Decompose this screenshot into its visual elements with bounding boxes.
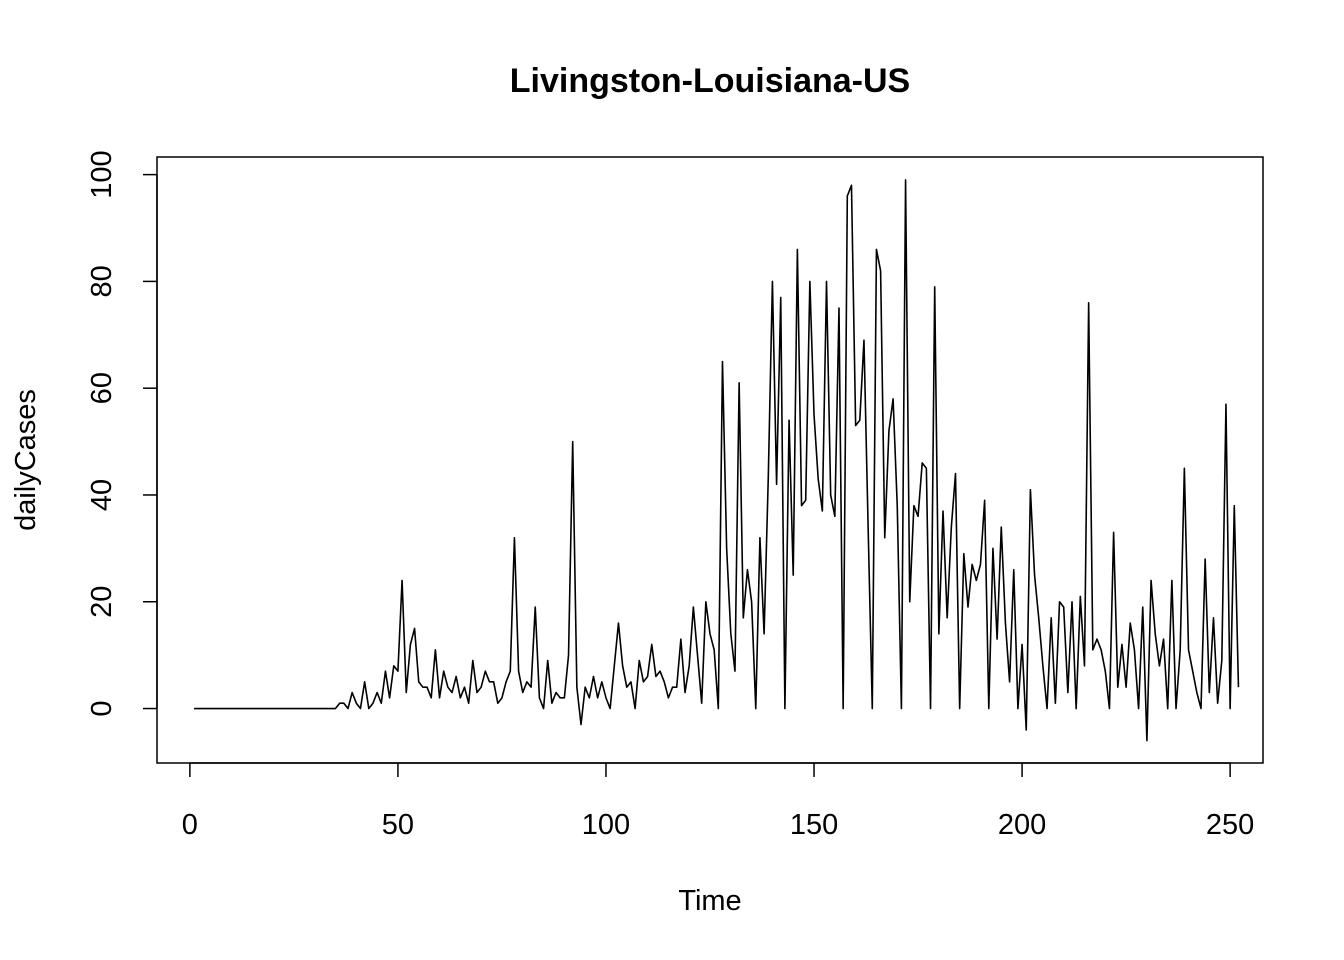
x-tick-label: 250 bbox=[1206, 809, 1254, 841]
y-tick-label: 60 bbox=[86, 372, 118, 404]
y-tick-label: 80 bbox=[86, 265, 118, 297]
y-axis-label: dailyCases bbox=[10, 389, 42, 531]
x-tick-label: 0 bbox=[182, 809, 198, 841]
y-tick-label: 100 bbox=[86, 150, 118, 198]
y-tick-label: 40 bbox=[86, 479, 118, 511]
y-tick-label: 20 bbox=[86, 586, 118, 618]
x-tick-label: 50 bbox=[382, 809, 414, 841]
x-axis: 0 50 100 150 200 250 bbox=[182, 762, 1254, 841]
x-tick-label: 150 bbox=[790, 809, 838, 841]
plot-frame bbox=[156, 156, 1264, 764]
x-tick-label: 200 bbox=[998, 809, 1046, 841]
x-axis-label: Time bbox=[678, 885, 741, 917]
x-tick-label: 100 bbox=[582, 809, 630, 841]
y-axis: 0 20 40 60 80 100 bbox=[86, 150, 158, 717]
y-tick-label: 0 bbox=[86, 700, 118, 716]
chart-title: Livingston-Louisiana-US bbox=[510, 62, 910, 100]
series-line bbox=[194, 179, 1240, 742]
